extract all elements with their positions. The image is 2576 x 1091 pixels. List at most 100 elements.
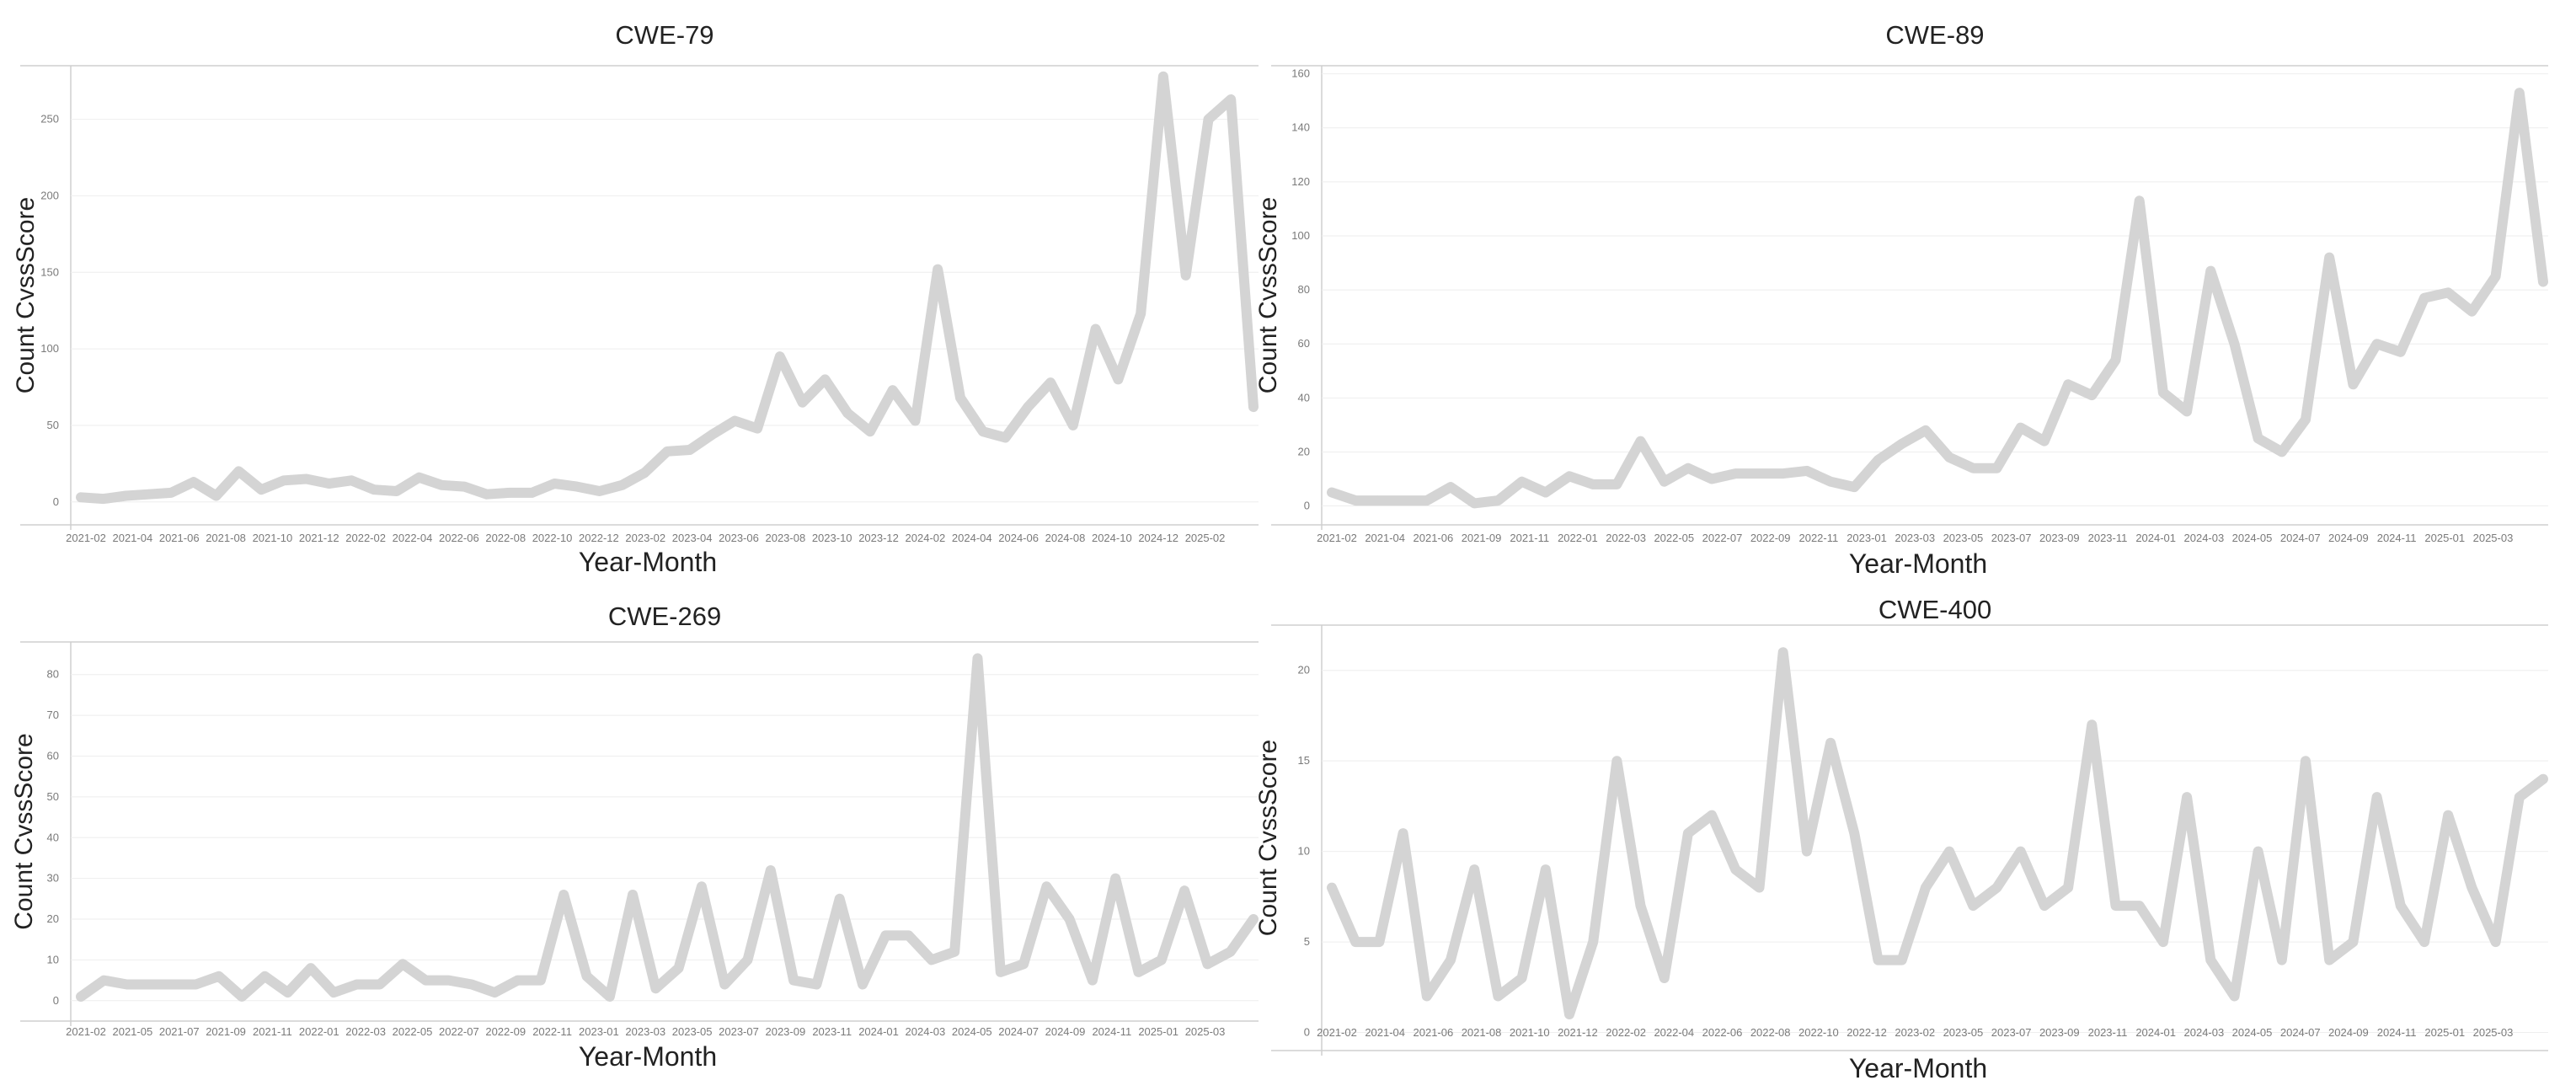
data-point [1802, 847, 1812, 857]
data-point [1992, 883, 2001, 893]
x-tick-label: 2021-02 [66, 1025, 106, 1038]
x-tick-label: 2022-08 [1750, 1026, 1791, 1039]
data-point [2419, 937, 2429, 947]
data-point [189, 477, 199, 487]
data-point [2111, 355, 2120, 365]
y-tick-label: 100 [1291, 229, 1310, 242]
x-tick-label: 2023-03 [1895, 532, 1935, 544]
data-point [2538, 774, 2548, 784]
data-point [259, 971, 270, 981]
data-point [1802, 466, 1812, 476]
x-tick-label: 2024-03 [906, 1025, 946, 1038]
y-tick-label: 50 [47, 790, 59, 803]
x-tick-label: 2022-01 [1558, 532, 1598, 544]
chart-title: CWE-79 [615, 20, 713, 50]
data-point [1327, 883, 1337, 893]
y-tick-label: 0 [1304, 500, 1310, 512]
data-point [2087, 390, 2097, 400]
data-point [820, 374, 830, 384]
data-point [1422, 495, 1432, 505]
data-point [489, 987, 500, 997]
x-tick-label: 2021-06 [159, 532, 200, 544]
data-point [2443, 287, 2453, 297]
data-point [2016, 847, 2026, 857]
y-tick-label: 80 [47, 668, 59, 681]
data-point [2466, 883, 2477, 893]
data-point [2253, 847, 2263, 857]
x-tick-label: 2024-09 [2328, 532, 2369, 544]
data-point [369, 484, 379, 495]
x-tick-label: 2024-07 [2280, 532, 2321, 544]
x-tick-label: 2023-07 [1991, 1026, 2032, 1039]
x-tick-label: 2022-02 [1606, 1026, 1646, 1039]
data-point [1683, 828, 1693, 838]
data-point [842, 408, 852, 418]
data-point [414, 473, 424, 483]
x-tick-label: 2021-08 [206, 532, 246, 544]
data-point [1588, 937, 1598, 947]
x-tick-label: 2022-03 [1606, 532, 1646, 544]
data-point [211, 491, 222, 500]
x-tick-label: 2023-01 [579, 1025, 619, 1038]
data-point [2158, 937, 2168, 947]
data-point [467, 980, 477, 989]
x-tick-label: 2022-06 [1702, 1026, 1743, 1039]
series-line [76, 653, 1259, 1002]
y-tick-label: 100 [40, 342, 59, 355]
data-point [1897, 955, 1907, 965]
data-point [346, 475, 356, 485]
data-point [1469, 498, 1479, 508]
data-point [558, 890, 569, 900]
data-point [1707, 810, 1717, 821]
x-tick-label: 2021-02 [1317, 1026, 1357, 1039]
x-tick-label: 2021-08 [1462, 1026, 1502, 1039]
x-tick-label: 2025-02 [1185, 532, 1226, 544]
chart-panel-cwe-269: 0 10 20 30 40 50 60 70 80 2021-02 2021-05 2021-07 20… [0, 591, 1276, 1091]
data-point [2324, 955, 2334, 965]
x-axis-label: Year-Month [579, 547, 717, 577]
y-tick-label: 0 [53, 495, 59, 508]
y-tick-label: 70 [47, 709, 59, 721]
y-tick-label: 40 [1298, 391, 1310, 404]
x-tick-label: 2022-04 [393, 532, 433, 544]
x-tick-label: 2021-09 [1462, 532, 1502, 544]
x-tick-label: 2025-01 [1138, 1025, 1178, 1038]
data-point [880, 930, 890, 940]
data-point [2135, 195, 2145, 206]
data-point [1730, 468, 1740, 479]
data-point [549, 479, 559, 489]
x-tick-label: 2023-01 [1846, 532, 1887, 544]
x-tick-label: 2021-04 [112, 532, 152, 544]
data-point [2039, 436, 2050, 447]
data-point [1446, 482, 1456, 492]
data-point [1636, 901, 1645, 911]
data-point [168, 980, 178, 989]
x-tick-label: 2021-05 [112, 1025, 152, 1038]
data-point [2063, 379, 2073, 389]
data-point [2205, 266, 2215, 276]
x-tick-label: 2021-09 [206, 1025, 246, 1038]
line-chart: 0 20 40 60 80 100 120 140 160 2021-02 2021-04 2021-… [1254, 20, 2548, 579]
data-point [99, 976, 109, 986]
y-tick-label: 20 [1298, 445, 1310, 457]
x-tick-label: 2022-07 [1702, 532, 1743, 544]
x-tick-label: 2021-11 [1510, 532, 1549, 544]
data-point [145, 980, 155, 989]
data-point [752, 424, 762, 434]
data-point [1849, 828, 1859, 838]
x-tick-label: 2021-04 [1365, 532, 1405, 544]
x-tick-label: 2024-07 [998, 1025, 1039, 1038]
x-tick-label: 2021-10 [1510, 1026, 1550, 1039]
series-line [1327, 88, 2548, 509]
x-tick-label: 2021-02 [1317, 532, 1357, 544]
x-tick-label: 2021-02 [66, 532, 106, 544]
data-point [2466, 307, 2477, 317]
data-point [1659, 973, 1670, 983]
data-point [2419, 293, 2429, 303]
data-point [233, 466, 243, 476]
chart-title: CWE-269 [608, 602, 721, 631]
data-point [1045, 377, 1056, 388]
data-point [459, 482, 469, 492]
series-line [1327, 647, 2548, 1019]
data-point [2063, 883, 2073, 893]
